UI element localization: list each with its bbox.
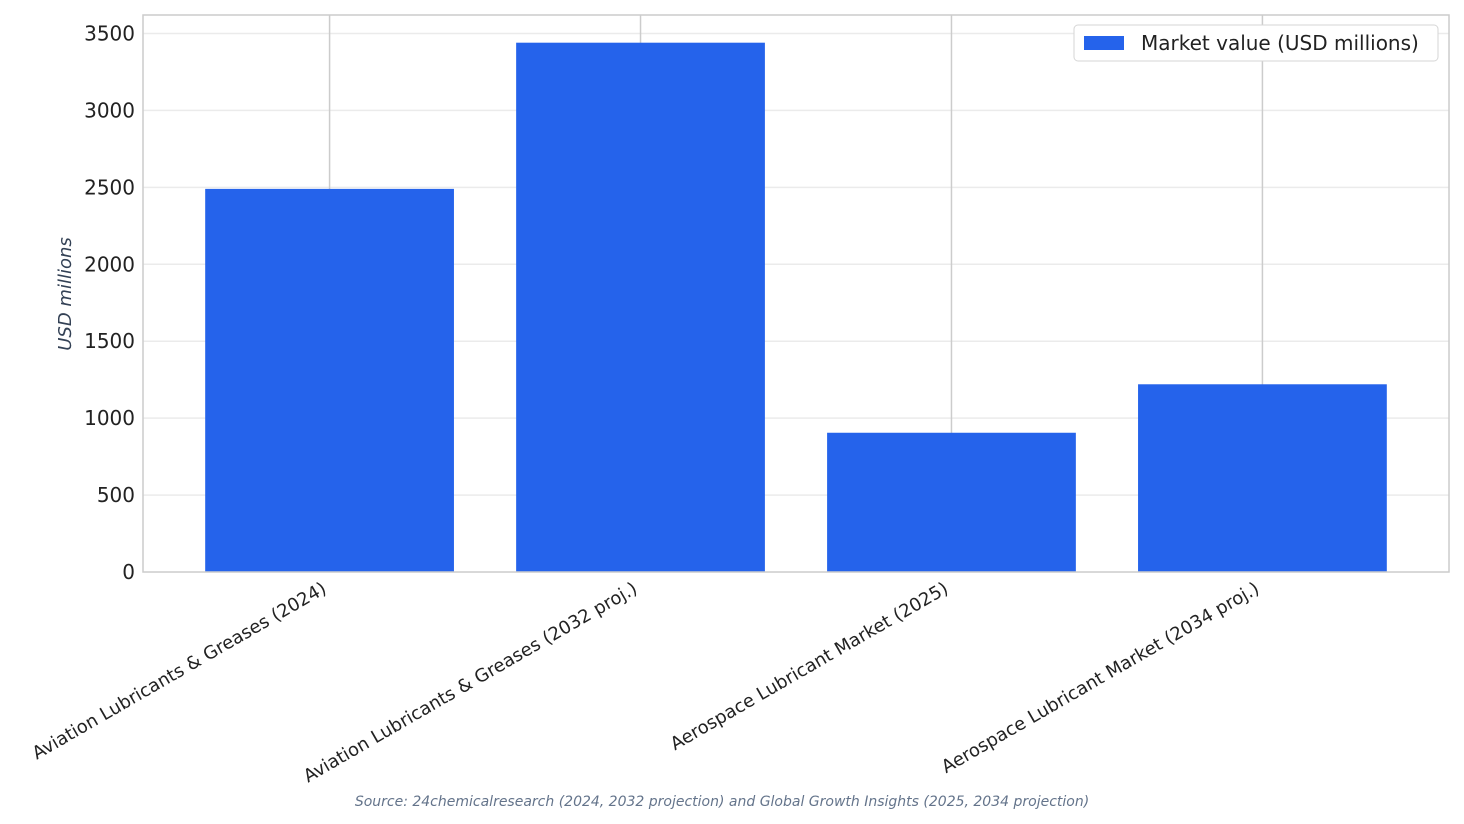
y-axis-ticks: 0 500 1000 1500 2000 2500 3000 3500 [84,21,135,584]
x-tick-label: Aerospace Lubricant Market (2025) [667,578,952,755]
plot-frame [142,14,1450,573]
y-tick-label: 500 [97,483,135,507]
bar [1138,384,1387,572]
y-tick-label: 1000 [84,406,135,430]
y-tick-label: 2000 [84,252,135,276]
y-axis-label: USD millions [55,237,76,351]
y-tick-label: 1500 [84,329,135,353]
bar [516,42,765,573]
bars [205,42,1387,573]
legend-box [1073,24,1439,62]
legend-swatch [1084,36,1124,50]
x-tick-label: Aerospace Lubricant Market (2034 proj.) [938,578,1263,778]
x-axis-ticks: Aviation Lubricants & Greases (2024)Avia… [29,578,1263,787]
y-tick-label: 2500 [84,175,135,199]
legend: Market value (USD millions) [1073,24,1439,62]
legend-label: Market value (USD millions) [1141,31,1419,55]
x-tick-label: Aviation Lubricants & Greases (2032 proj… [300,578,641,787]
source-note: Source: 24chemicalresearch (2024, 2032 p… [355,794,1089,810]
y-tick-label: 3500 [84,21,135,45]
bar [827,432,1076,572]
y-tick-label: 0 [122,560,135,584]
y-tick-label: 3000 [84,98,135,122]
x-tick-label: Aviation Lubricants & Greases (2024) [29,578,330,764]
bar [205,188,454,572]
